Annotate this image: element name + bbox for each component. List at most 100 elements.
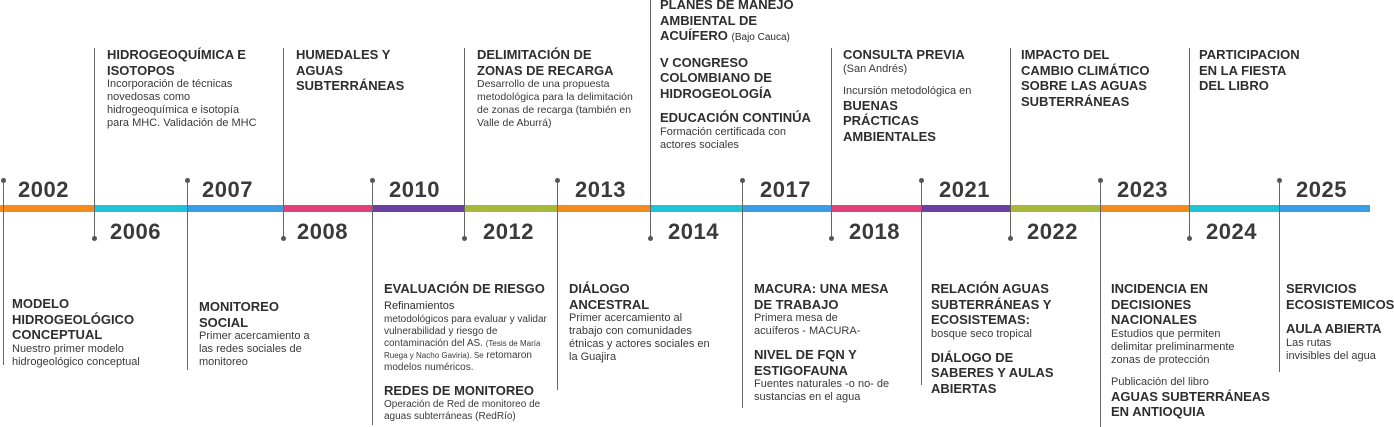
year-label: 2023 — [1117, 177, 1168, 202]
event-2012: DELIMITACIÓN DE ZONAS DE RECARGA Desarro… — [477, 47, 642, 130]
event-2010: EVALUACIÓN DE RIESGO Refinamientos metod… — [384, 281, 552, 423]
connector-dot — [1, 178, 6, 183]
segment-2012 — [464, 205, 557, 212]
year-label: 2022 — [1027, 219, 1078, 244]
event-heading: PARTICIPACION EN LA FIESTA DEL LIBRO — [1199, 47, 1300, 93]
segment-2007 — [187, 205, 283, 212]
event-text: Desarrollo de una propuesta metodológica… — [477, 78, 633, 129]
connector-dot — [829, 236, 834, 241]
connector-line — [1279, 180, 1280, 372]
segment-2002 — [0, 205, 94, 212]
event-text: bosque seco tropical — [931, 327, 1032, 340]
year-label: 2006 — [110, 219, 161, 244]
event-2018: CONSULTA PREVIA (San Andrés) Incursión m… — [843, 47, 1003, 144]
event-text: Las rutas invisibles del agua — [1286, 336, 1376, 362]
connector-dot — [92, 236, 97, 241]
event-text: (San Andrés) — [843, 62, 908, 75]
event-text: Incursión metodológica en — [843, 84, 972, 97]
event-2021: RELACIÓN AGUAS SUBTERRÁNEAS Y ECOSISTEMA… — [931, 281, 1081, 396]
event-heading: EVALUACIÓN DE RIESGO Refinamientos — [384, 281, 549, 314]
segment-2024 — [1189, 205, 1279, 212]
event-text: Incorporación de técnicas novedosas como… — [107, 78, 257, 129]
connector-dot — [1277, 178, 1282, 183]
event-text: Primera mesa de acuíferos - MACURA- — [754, 312, 861, 337]
event-text: Nuestro primer modelo hidrogeológico con… — [12, 342, 140, 368]
connector-dot — [555, 178, 560, 183]
event-heading: EDUCACIÓN CONTINÚA — [660, 110, 811, 125]
connector-dot — [462, 236, 467, 241]
connector-line — [921, 180, 922, 385]
connector-line — [187, 180, 188, 370]
event-text: Fuentes naturales -o no- de sustancias e… — [754, 378, 890, 403]
connector-line — [283, 48, 284, 239]
connector-dot — [185, 178, 190, 183]
event-text: Estudios que permiten delimitar prelimin… — [1111, 327, 1235, 366]
connector-dot — [648, 236, 653, 241]
event-2025: SERVICIOS ECOSISTEMICOS AULA ABIERTA Las… — [1286, 281, 1394, 363]
connector-line — [1189, 48, 1190, 239]
connector-line — [1010, 48, 1011, 239]
event-heading: DIÁLOGO ANCESTRAL — [569, 281, 650, 312]
segment-2013 — [557, 205, 650, 212]
year-label: 2012 — [483, 219, 534, 244]
event-heading: AULA ABIERTA — [1286, 321, 1382, 336]
connector-line — [464, 48, 465, 239]
event-inline-text: (Bajo Cauca) — [731, 32, 790, 43]
event-2017: MACURA: UNA MESA DE TRABAJO Primera mesa… — [754, 281, 904, 404]
event-2002: MODELO HIDROGEOLÓGICO CONCEPTUAL Nuestro… — [12, 296, 177, 369]
event-heading: BUENAS PRÁCTICAS AMBIENTALES — [843, 97, 936, 144]
year-label: 2018 — [849, 219, 900, 244]
connector-dot — [281, 236, 286, 241]
connector-dot — [1187, 236, 1192, 241]
segment-2014 — [650, 205, 742, 212]
connector-line — [831, 48, 832, 239]
event-text-part: metodológicos para evaluar y validar vul… — [384, 314, 547, 349]
year-label: 2024 — [1206, 219, 1257, 244]
event-heading: CONSULTA PREVIA — [843, 47, 965, 62]
segment-2025 — [1279, 205, 1370, 212]
event-text: Formación certificada con actores social… — [660, 125, 786, 151]
year-label: 2010 — [389, 177, 440, 202]
event-heading: MACURA: UNA MESA DE TRABAJO — [754, 281, 889, 312]
segment-2006 — [94, 205, 187, 212]
year-label: 2002 — [18, 177, 69, 202]
event-heading: INCIDENCIA EN DECISIONES NACIONALES — [1111, 281, 1209, 327]
event-heading: PLANES DE MANEJO AMBIENTAL DE ACUÍFERO (… — [660, 0, 820, 46]
year-label: 2025 — [1296, 177, 1347, 202]
event-2013: DIÁLOGO ANCESTRAL Primer acercamiento al… — [569, 281, 719, 364]
connector-line — [3, 180, 4, 365]
segment-2021 — [921, 205, 1010, 212]
segment-2023 — [1100, 205, 1189, 212]
segment-2017 — [742, 205, 831, 212]
event-heading-part: EVALUACIÓN DE RIESGO — [384, 281, 545, 296]
event-small-text: (Tesis de María Ruega y Nacho Gaviria). … — [384, 339, 541, 360]
connector-dot — [1008, 236, 1013, 241]
event-text: Primer acercamiento al trabajo con comun… — [569, 312, 710, 363]
event-heading: AGUAS SUBTERRÁNEAS EN ANTIOQUIA — [1111, 388, 1270, 420]
event-heading: MODELO HIDROGEOLÓGICO CONCEPTUAL — [12, 296, 135, 342]
event-heading: SERVICIOS ECOSISTEMICOS — [1286, 281, 1394, 312]
event-2006: HIDROGEOQUÍMICA E ISOTOPOS Incorporación… — [107, 47, 277, 130]
event-heading: RELACIÓN AGUAS SUBTERRÁNEAS Y ECOSISTEMA… — [931, 281, 1052, 327]
connector-line — [1100, 180, 1101, 427]
event-2007: MONITOREO SOCIAL Primer acercamiento a l… — [199, 299, 329, 369]
event-heading: HIDROGEOQUÍMICA E ISOTOPOS — [107, 47, 246, 78]
connector-line — [372, 180, 373, 425]
segment-2010 — [372, 205, 464, 212]
segment-2022 — [1010, 205, 1100, 212]
event-inline-text: Refinamientos — [384, 299, 455, 312]
connector-line — [650, 0, 651, 239]
year-label: 2008 — [297, 219, 348, 244]
event-heading: DIÁLOGO DE SABERES Y AULAS ABIERTAS — [931, 349, 1054, 396]
event-heading: HUMEDALES Y AGUAS SUBTERRÁNEAS — [296, 47, 405, 93]
segment-2008 — [283, 205, 372, 212]
event-2022: IMPACTO DEL CAMBIO CLIMÁTICO SOBRE LAS A… — [1021, 47, 1171, 109]
event-heading: MONITOREO SOCIAL — [199, 299, 279, 330]
connector-dot — [919, 178, 924, 183]
segment-2018 — [831, 205, 921, 212]
event-heading: V CONGRESO COLOMBIANO DE HIDROGEOLOGÍA — [660, 54, 772, 101]
year-label: 2017 — [760, 177, 811, 202]
event-2023: INCIDENCIA EN DECISIONES NACIONALES Estu… — [1111, 281, 1276, 420]
event-2014: PLANES DE MANEJO AMBIENTAL DE ACUÍFERO (… — [660, 0, 830, 152]
connector-dot — [740, 178, 745, 183]
